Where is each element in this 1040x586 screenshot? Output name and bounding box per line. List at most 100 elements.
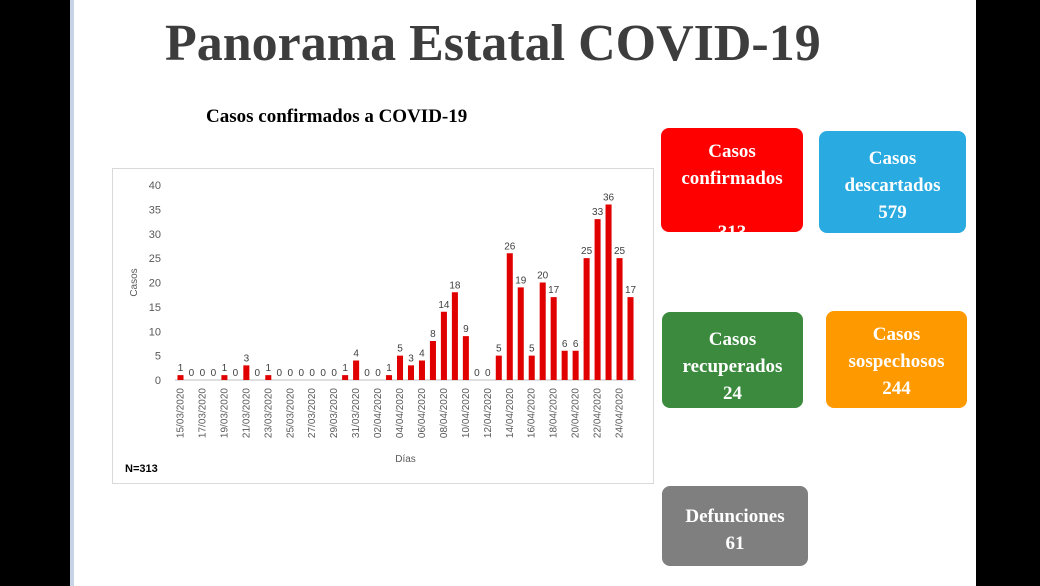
data-label: 0 [485,368,491,379]
x-tick-label: 08/04/2020 [439,388,450,438]
data-label: 26 [504,241,516,252]
data-label: 36 [603,193,615,204]
data-label: 18 [449,280,461,291]
data-label: 0 [474,368,480,379]
data-label: 9 [463,324,469,335]
bar [418,360,425,380]
data-label: 6 [573,339,579,350]
bar [539,282,546,380]
chart-heading: Casos confirmados a COVID-19 [206,106,468,127]
data-label: 0 [309,368,315,379]
data-label: 25 [581,246,593,257]
card-label: Casos descartados [844,148,941,196]
bar [451,292,458,380]
data-label: 4 [419,349,425,360]
x-tick-label: 02/04/2020 [373,388,384,438]
bar [506,253,513,380]
data-label: 19 [515,275,527,286]
data-label: 0 [320,368,326,379]
data-label: 1 [178,363,184,374]
data-label: 0 [298,368,304,379]
data-label: 0 [255,368,261,379]
bar [265,375,272,380]
x-tick-label: 10/04/2020 [461,388,472,438]
bar [583,258,590,380]
chart-note: N=313 [125,463,158,475]
bar-chart: 0 5 10 15 20 25 30 35 40 Casos 1 0 0 0 1 0 3 0 1 0 0 0 0 0 0 1 4 0 0… [112,168,654,484]
data-label: 25 [614,246,626,257]
x-tick-label: 19/03/2020 [219,388,230,438]
data-label: 17 [625,285,637,296]
x-tick-label: 18/04/2020 [549,388,560,438]
y-tick-label: 40 [149,180,161,192]
y-tick-label: 10 [149,326,161,338]
y-tick-label: 35 [149,204,161,216]
bar [429,341,436,380]
y-tick-label: 5 [155,351,161,363]
card-label: Casos sospechosos [848,324,945,372]
x-axis-label: Días [395,454,416,465]
bar [572,350,579,380]
bar [396,355,404,380]
x-tick-label: 12/04/2020 [483,388,494,438]
card-casos-descartados: Casos descartados 579 [819,131,966,233]
data-label: 0 [200,368,206,379]
bar [342,375,349,380]
data-label: 1 [266,363,272,374]
data-label: 3 [244,353,250,364]
y-tick-label: 30 [149,229,161,241]
data-label: 1 [386,363,392,374]
bar [550,297,557,380]
y-tick-label: 0 [155,375,161,387]
slide-edge [70,0,74,586]
card-value: 24 [723,383,742,404]
x-tick-label: 20/04/2020 [571,388,582,438]
x-tick-label: 16/04/2020 [527,388,538,438]
y-tick-label: 20 [149,278,161,290]
bar [440,311,447,380]
data-label: 0 [287,368,293,379]
bar [243,365,250,380]
x-tick-label: 27/03/2020 [307,388,318,438]
x-tick-label: 15/03/2020 [175,388,186,438]
bar [353,360,360,380]
card-label: Defunciones [685,506,785,527]
card-value: 61 [725,533,745,554]
x-tick-label: 25/03/2020 [285,388,296,438]
bar [462,336,469,380]
data-label: 4 [353,349,359,360]
data-label: 5 [529,344,535,355]
bar [528,355,535,380]
bar [386,375,393,380]
bar [605,204,612,380]
y-tick-label: 25 [149,253,161,265]
bar [627,297,634,380]
data-label: 0 [211,368,217,379]
x-tick-label: 24/04/2020 [615,388,626,438]
data-label: 8 [430,329,436,340]
data-label: 0 [375,368,381,379]
data-label: 0 [364,368,370,379]
data-label: 0 [276,368,282,379]
bar [177,375,184,380]
bar [407,365,415,380]
slide: Panorama Estatal COVID-19 Casos confirma… [70,0,976,586]
card-casos-confirmados: Casos confirmados 313 [661,128,803,232]
bar [616,258,623,380]
bar [517,287,524,380]
data-label: 33 [592,207,604,218]
slide-title: Panorama Estatal COVID-19 [165,15,821,72]
data-label: 14 [438,300,450,311]
x-tick-label: 14/04/2020 [505,388,516,438]
bar [495,355,502,380]
bar [561,350,568,380]
data-label: 6 [562,339,568,350]
card-value: 579 [878,202,907,223]
card-defunciones: Defunciones 61 [662,486,808,566]
x-tick-label: 21/03/2020 [241,388,252,438]
x-tick-label: 29/03/2020 [329,388,340,438]
data-label: 0 [189,368,195,379]
data-label: 1 [222,363,228,374]
card-value: 244 [882,378,911,399]
